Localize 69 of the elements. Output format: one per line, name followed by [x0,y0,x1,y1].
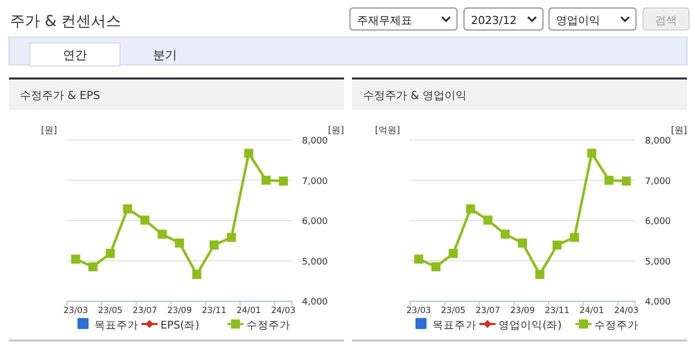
point [552,240,562,250]
point [140,216,150,225]
y2-axis-title: [원] [670,126,687,136]
point [483,216,492,225]
x-tick-label: 23/07 [132,306,158,316]
y-axis-title: [억원] [374,126,400,136]
point [158,230,167,239]
x-tick-label: 23/11 [544,306,570,316]
point [244,148,254,158]
y2-tick-label: 7,000 [302,176,328,187]
y2-tick-label: 8,000 [645,136,672,146]
y2-tick-label: 4,000 [302,298,328,308]
point [106,249,115,258]
text: 분기 [153,48,177,62]
x-tick-label: 23/03 [63,306,88,316]
x-tick-label: 23/11 [202,306,226,316]
chart-title: 수정주가 & EPS [20,89,100,102]
text: 주재무제표 [357,14,412,27]
point [175,238,184,248]
point [466,204,476,214]
point [414,254,424,264]
y2-tick-label: 4,000 [645,298,672,308]
y2-tick-label: 5,000 [302,257,328,268]
text: 영업이익 [556,14,600,27]
text: 연간 [63,48,87,62]
point [570,232,579,242]
point [88,262,98,272]
point [71,254,80,264]
point [535,270,544,279]
text: 2023/12 [471,14,517,27]
point [278,176,288,186]
point [518,238,527,248]
point [604,176,614,185]
point [262,176,271,185]
x-tick-label: 23/05 [441,306,466,316]
y2-axis-title: [원] [328,126,344,136]
legend-label: 영업이익(좌) [498,320,562,332]
text: 검색 [655,14,677,27]
x-tick-label: 24/03 [614,306,639,316]
y2-tick-label: 6,000 [302,217,328,227]
y2-tick-label: 6,000 [645,217,672,227]
y2-tick-label: 7,000 [645,176,672,187]
point [226,232,236,242]
point [622,176,631,186]
x-tick-label: 23/09 [510,306,535,316]
x-tick-label: 24/01 [236,306,261,316]
x-tick-label: 23/09 [167,306,192,316]
legend-label: EPS(좌) [160,320,200,332]
legend-label: 수정주가 [246,320,290,332]
point [500,230,510,239]
point [210,240,219,250]
chart-title: 수정주가 & 영업이익 [363,89,467,102]
y2-tick-label: 5,000 [645,257,672,268]
point [192,270,202,279]
x-tick-label: 23/03 [406,306,431,316]
y-axis-title: [원] [40,126,57,136]
x-tick-label: 24/01 [579,306,604,316]
x-tick-label: 23/07 [476,306,500,316]
point [587,148,596,158]
legend-label: 목표주가 [94,320,138,332]
x-tick-label: 24/03 [271,306,296,316]
point [431,262,440,272]
text: 주가 & 컨센서스 [10,12,122,30]
x-tick-label: 23/05 [98,306,123,316]
point [448,249,458,258]
y2-tick-label: 8,000 [302,136,328,146]
legend-label: 목표주가 [432,320,476,332]
legend-label: 수정주가 [594,320,638,332]
point [123,204,132,214]
